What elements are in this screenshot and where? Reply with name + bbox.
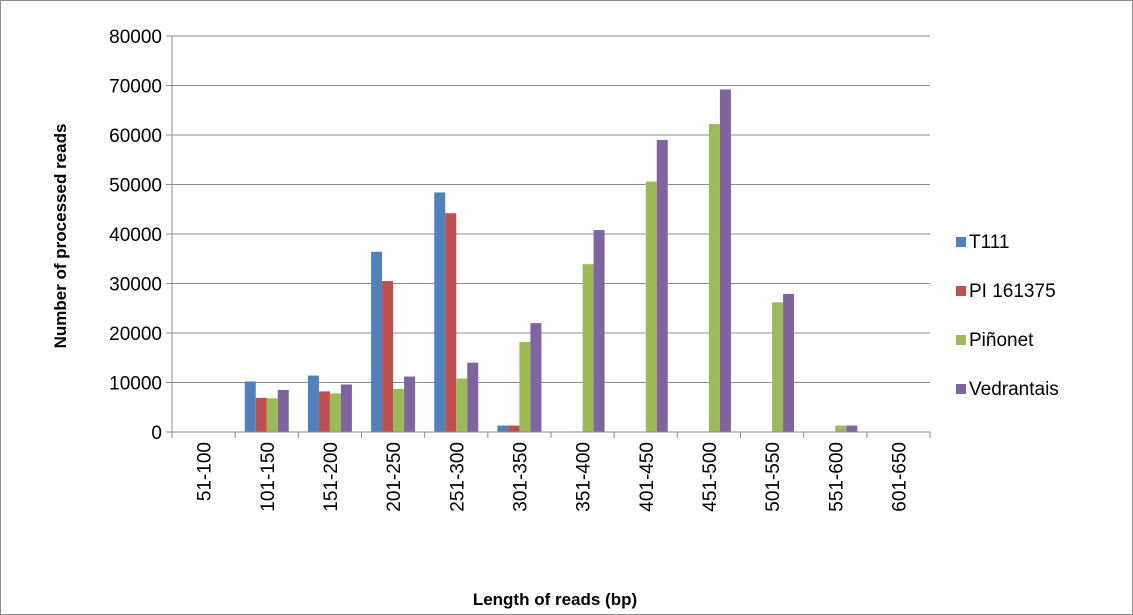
legend-swatch: [956, 286, 966, 296]
y-tick-label: 40000: [109, 225, 162, 246]
x-tick-label: 301-350: [510, 442, 531, 512]
bar: [434, 192, 446, 432]
legend-label: Piñonet: [969, 330, 1034, 351]
bar: [708, 124, 720, 433]
bar: [783, 293, 795, 432]
x-tick-label: 401-450: [637, 442, 658, 512]
x-tick-label: 251-300: [447, 442, 468, 512]
bar: [497, 425, 509, 432]
bar: [255, 397, 267, 432]
legend-label: Vedrantais: [969, 379, 1059, 400]
x-tick-label: 551-600: [826, 442, 847, 512]
legend-swatch: [956, 237, 966, 247]
legend: T111 PI 161375 Piñonet Vedrantais: [956, 232, 1059, 400]
x-tick-label: 601-650: [889, 442, 910, 512]
bar: [382, 281, 394, 432]
bar: [371, 251, 383, 432]
bar: [846, 425, 858, 432]
bar: [307, 375, 319, 432]
bar: [277, 389, 289, 432]
y-tick-label: 10000: [109, 374, 162, 395]
x-tick-label: 151-200: [321, 442, 342, 512]
bar: [393, 388, 405, 432]
x-tick-label: 451-500: [700, 442, 721, 512]
bar: [519, 341, 531, 432]
y-tick-label: 70000: [109, 77, 162, 98]
bar: [719, 89, 731, 433]
bar: [329, 393, 341, 432]
bar: [656, 139, 668, 432]
bar: [772, 302, 784, 432]
x-tick-label: 351-400: [574, 442, 595, 512]
y-tick-label: 50000: [109, 176, 162, 197]
bar: [244, 381, 256, 432]
legend-swatch: [956, 335, 966, 345]
legend-swatch: [956, 384, 966, 394]
gridlines: [166, 35, 930, 433]
bar: [318, 391, 330, 432]
x-tick-label: 501-550: [763, 442, 784, 512]
bar: [582, 264, 594, 432]
y-tick-label: 20000: [109, 324, 162, 345]
bar: [340, 384, 352, 432]
bar: [445, 213, 457, 432]
bar: [508, 425, 520, 432]
axes: [171, 36, 931, 438]
y-tick-label: 0: [151, 423, 162, 444]
bar: [404, 376, 416, 432]
legend-label: T111: [969, 232, 1010, 253]
y-tick-label: 60000: [109, 126, 162, 147]
y-axis-title: Number of processed reads: [51, 124, 70, 349]
bar: [530, 323, 542, 432]
bar: [456, 378, 468, 432]
bar: [266, 398, 278, 432]
x-tick-label: 101-150: [258, 442, 279, 512]
bar: [593, 230, 605, 432]
bar: [467, 362, 479, 432]
x-tick-label: 51-100: [195, 442, 216, 501]
x-tick-labels: 51-100 101-150 151-200 201-250 251-300 301-35…: [195, 442, 911, 512]
x-tick-label: 201-250: [384, 442, 405, 512]
bars: [244, 89, 858, 433]
y-tick-labels: 0 10000 20000 30000 40000 50000 60000 70000 8000…: [109, 27, 162, 444]
bar: [835, 425, 847, 432]
x-axis-title: Length of reads (bp): [473, 590, 637, 609]
legend-label: PI 161375: [969, 281, 1056, 302]
y-tick-label: 80000: [109, 27, 162, 48]
y-tick-label: 30000: [109, 275, 162, 296]
bar: [645, 181, 657, 432]
